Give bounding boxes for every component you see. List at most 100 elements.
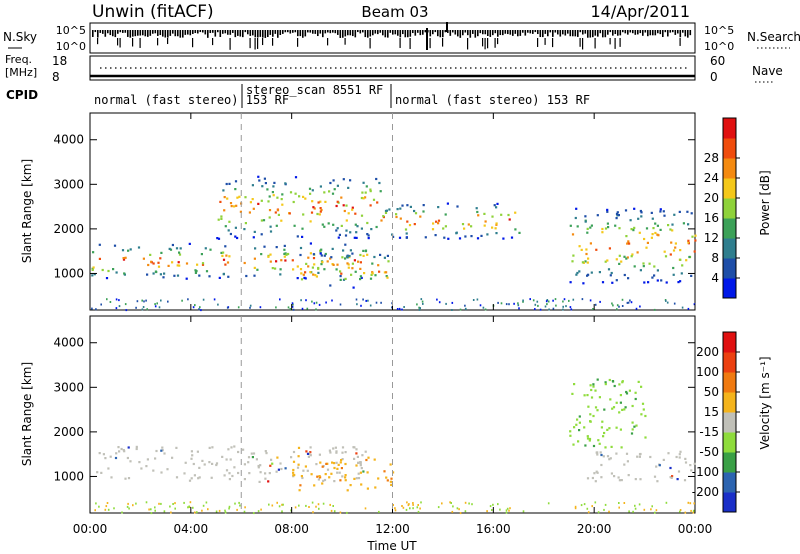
scatter-cell xyxy=(308,187,312,190)
scatter-cell xyxy=(349,484,352,487)
scatter-cell xyxy=(336,227,339,230)
scatter-cell xyxy=(382,215,385,218)
scatter-cell xyxy=(327,222,330,225)
scatter-cell xyxy=(495,232,498,235)
scatter-cell xyxy=(228,220,231,223)
nsky-bar xyxy=(329,30,332,34)
scatter-cell xyxy=(571,260,574,263)
scatter-cell xyxy=(173,274,176,277)
nsky-bar xyxy=(174,30,177,37)
nsky-bar xyxy=(134,30,137,37)
scatter-cell xyxy=(236,508,238,511)
scatter-cell xyxy=(628,510,630,513)
scatter-cell xyxy=(352,286,355,289)
scatter-cell xyxy=(371,272,374,275)
scatter-cell xyxy=(92,266,95,269)
scatter-cell xyxy=(289,191,293,194)
scatter-cell xyxy=(671,475,674,478)
scatter-cell xyxy=(317,201,320,204)
scatter-cell xyxy=(496,202,499,205)
scatter-cell xyxy=(253,512,255,515)
scatter-cell xyxy=(687,223,690,226)
scatter-cell xyxy=(437,506,440,509)
scatter-cell xyxy=(367,234,370,237)
scatter-cell xyxy=(98,505,100,508)
scatter-cell xyxy=(158,502,160,505)
scatter-cell xyxy=(268,503,270,506)
scatter-cell xyxy=(311,266,314,269)
scatter-cell xyxy=(554,298,557,301)
scatter-cell xyxy=(98,257,101,260)
scatter-cell xyxy=(418,308,421,311)
scatter-cell xyxy=(258,179,261,182)
scatter-cell xyxy=(341,446,345,449)
nsky-bar xyxy=(532,30,534,34)
scatter-cell xyxy=(619,394,622,397)
scatter-cell xyxy=(226,197,229,200)
scatter-cell xyxy=(257,464,260,468)
nsky-bar xyxy=(322,30,324,38)
scatter-cell xyxy=(586,231,589,234)
scatter-cell xyxy=(631,404,634,408)
nsky-bar xyxy=(242,30,244,38)
nsky-bar xyxy=(502,30,504,36)
nsky-bar xyxy=(487,30,489,36)
scatter-cell xyxy=(169,248,173,251)
scatter-cell xyxy=(360,214,364,217)
scatter-cell xyxy=(332,179,335,182)
scatter-cell xyxy=(495,223,498,226)
scatter-cell xyxy=(192,462,195,466)
scatter-cell xyxy=(603,508,605,511)
scatter-cell xyxy=(185,277,188,280)
scatter-cell xyxy=(517,304,520,307)
scatter-cell xyxy=(290,509,292,512)
scatter-cell xyxy=(336,263,339,266)
scatter-cell xyxy=(419,507,421,510)
scatter-cell xyxy=(679,510,681,513)
nsky-bar xyxy=(497,30,499,37)
scatter-cell xyxy=(289,308,292,311)
scatter-cell xyxy=(253,274,256,277)
scatter-cell xyxy=(323,478,327,482)
scatter-cell xyxy=(618,254,621,257)
scatter-cell xyxy=(335,204,338,208)
nsky-bar xyxy=(567,30,569,34)
scatter-cell xyxy=(257,202,260,205)
scatter-cell xyxy=(383,271,386,274)
scatter-cell xyxy=(146,458,149,461)
scatter-cell xyxy=(196,263,199,266)
scatter-cell xyxy=(215,510,218,513)
scatter-cell xyxy=(301,476,304,480)
scatter-cell xyxy=(638,231,641,234)
scatter-cell xyxy=(636,455,639,458)
freq-unit: [MHz] xyxy=(5,66,37,79)
scatter-cell xyxy=(634,397,637,401)
scatter-cell xyxy=(348,254,351,258)
scatter-cell xyxy=(362,298,364,301)
scatter-cell xyxy=(223,209,226,212)
scatter-cell xyxy=(225,469,229,472)
scatter-cell xyxy=(416,303,418,306)
scatter-cell xyxy=(168,247,171,250)
scatter-cell xyxy=(677,470,681,473)
scatter-cell xyxy=(624,209,628,212)
scatter-cell xyxy=(604,383,607,386)
scatter-cell xyxy=(362,249,365,252)
scatter-cell xyxy=(477,214,480,217)
nsky-bar xyxy=(537,38,539,47)
scatter-cell xyxy=(506,507,509,510)
scatter-cell xyxy=(163,510,166,513)
scatter-cell xyxy=(618,383,621,386)
nsky-bar xyxy=(672,30,674,33)
scatter-cell xyxy=(690,212,693,215)
nsky-bar xyxy=(462,30,464,36)
nsky-bar xyxy=(564,30,567,36)
scatter-cell xyxy=(251,456,254,459)
nsky-bar xyxy=(177,30,179,37)
scatter-cell xyxy=(641,402,645,405)
scatter-cell xyxy=(339,278,342,281)
scatter-cell xyxy=(385,271,388,274)
nsky-bar xyxy=(574,30,577,37)
scatter-cell xyxy=(618,305,620,308)
scatter-cell xyxy=(136,300,139,303)
